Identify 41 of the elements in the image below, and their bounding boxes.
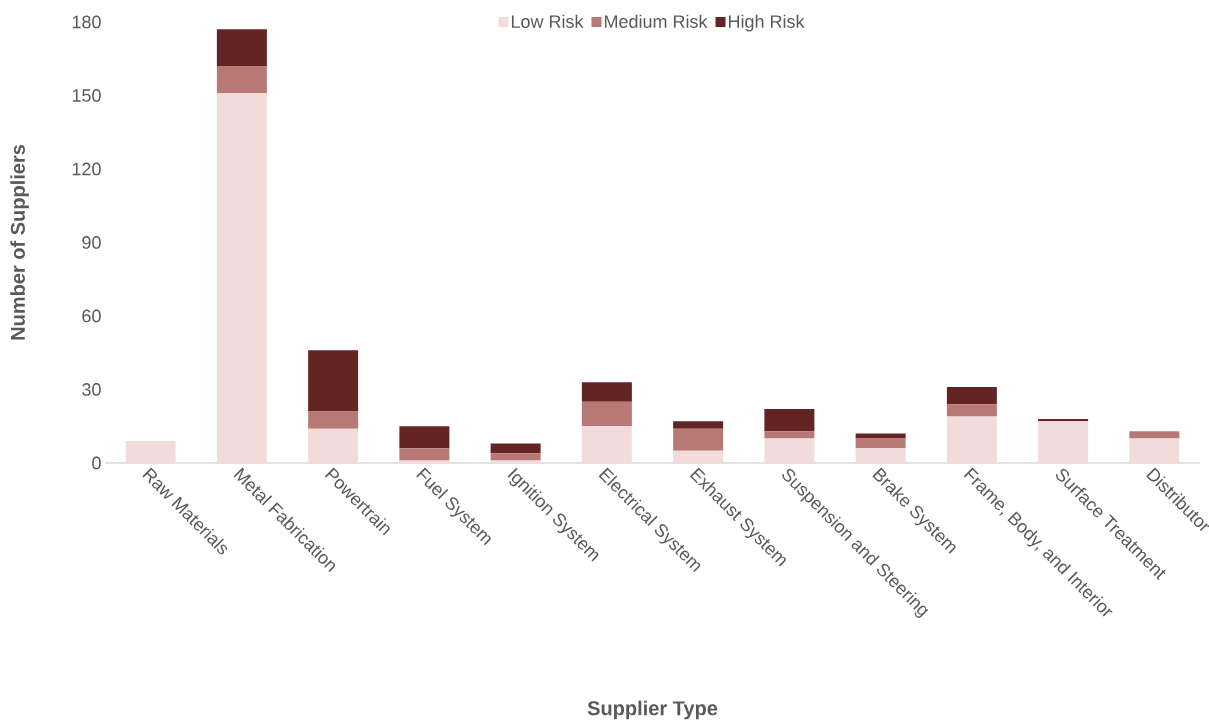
bar xyxy=(946,416,997,463)
y-tick-label: 120 xyxy=(72,162,101,176)
bar xyxy=(855,433,906,439)
y-tick-label: 30 xyxy=(82,383,101,396)
bar xyxy=(581,382,632,402)
x-axis-title: Supplier Type xyxy=(587,700,718,720)
bar xyxy=(216,93,267,463)
bar xyxy=(946,387,997,405)
bar xyxy=(673,421,724,429)
y-tick-label: 60 xyxy=(82,309,101,323)
bar xyxy=(764,431,815,439)
bar xyxy=(581,401,632,427)
bar xyxy=(399,426,450,449)
bar xyxy=(673,450,724,463)
bar xyxy=(855,448,906,463)
bar xyxy=(673,428,724,451)
bar xyxy=(764,409,815,432)
legend-label: Low Risk xyxy=(511,14,584,28)
bar xyxy=(1038,421,1089,463)
bar xyxy=(399,448,450,461)
bar xyxy=(1129,438,1180,463)
bar xyxy=(216,29,267,67)
bar xyxy=(855,438,906,449)
bar xyxy=(308,350,359,412)
bar xyxy=(490,443,541,454)
y-tick-label: 90 xyxy=(82,236,101,249)
y-tick-label: 150 xyxy=(72,89,101,102)
bar xyxy=(308,411,359,429)
y-tick-label: 0 xyxy=(92,456,101,470)
legend-label: High Risk xyxy=(728,14,805,32)
legend-label: Medium Risk xyxy=(604,14,708,28)
y-tick-label: 180 xyxy=(72,15,101,29)
bar xyxy=(946,404,997,417)
bar xyxy=(1129,431,1180,439)
bar xyxy=(764,438,815,463)
bar xyxy=(490,453,541,461)
y-axis-title: Number of Suppliers xyxy=(10,144,29,340)
bar xyxy=(308,428,359,463)
bar xyxy=(216,66,267,94)
bar xyxy=(125,440,176,463)
bar xyxy=(581,426,632,463)
